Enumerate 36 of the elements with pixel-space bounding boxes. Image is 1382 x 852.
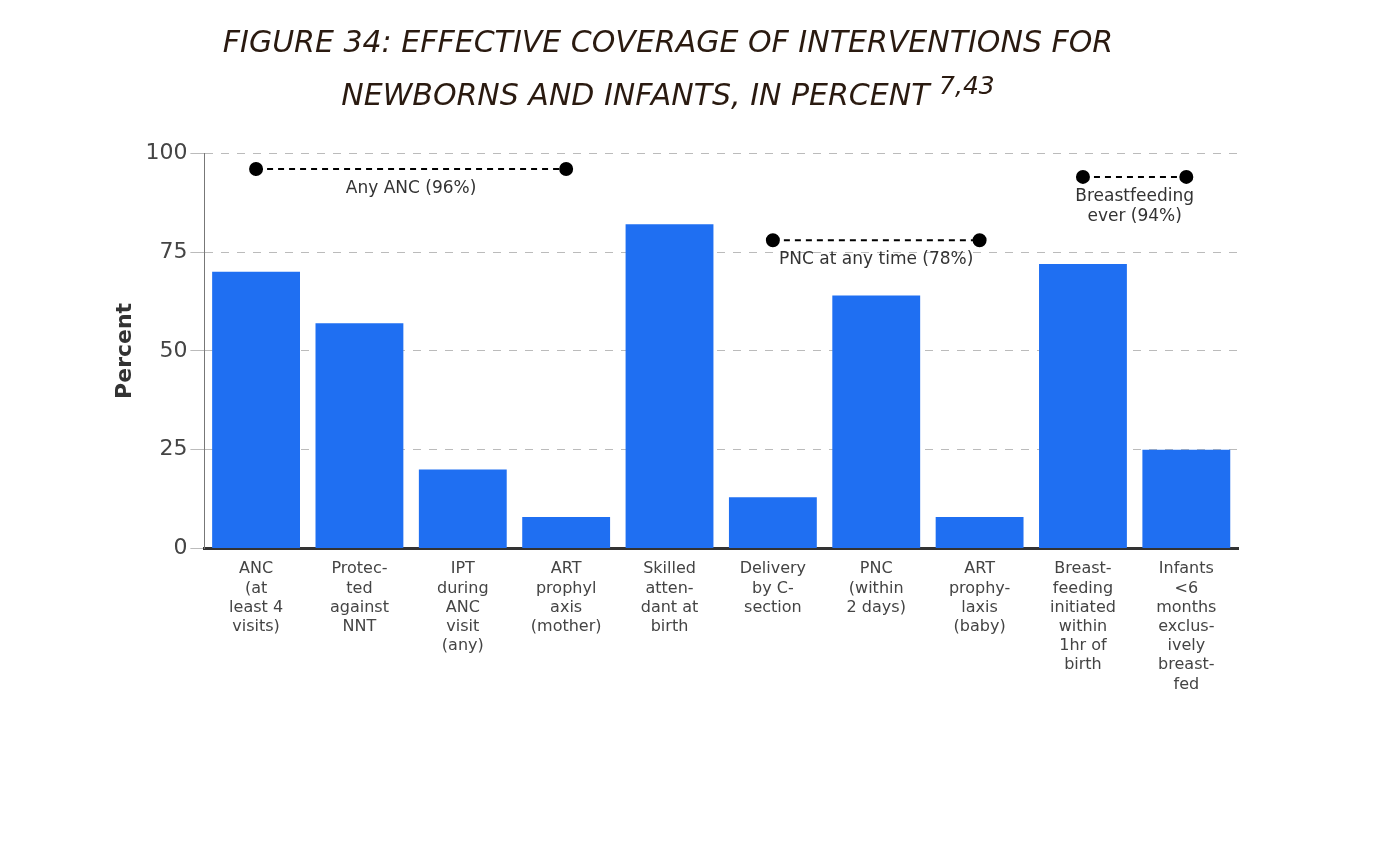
bar [522,516,611,549]
x-tick-label: Delivery by C- section [739,558,807,616]
x-tick-label: Breast- feeding initiated within 1hr of birth [1050,558,1116,674]
point [972,233,987,248]
bar [212,271,300,549]
x-tick-label: Skilled atten- dant at birth [640,558,699,635]
y-tick-label: 25 [159,435,188,461]
bar [1039,263,1127,549]
x-tick-label: Infants <6 months exclus- ively breast- fed [1156,558,1217,693]
bar [832,295,921,549]
bar [625,224,714,549]
x-tick-label: IPT during ANC visit (any) [436,558,489,655]
y-tick-label: 50 [159,336,188,362]
bar [315,323,404,549]
series-label: Breastfeeding ever (94%) [1075,184,1194,225]
series-label: PNC at any time (78%) [779,248,974,269]
point [1075,169,1090,184]
series-label: Any ANC (96%) [345,177,477,198]
x-tick-label: PNC (within 2 days) [846,558,906,616]
bar [1142,449,1231,549]
x-tick-label: ANC (at least 4 visits) [229,558,284,635]
bar [728,497,817,549]
point [765,233,780,248]
x-tick-label: Protec- ted against NNT [329,558,389,635]
x-tick-label: ART prophy- laxis (baby) [948,558,1011,635]
bar [418,469,507,549]
point [249,162,264,177]
point [1179,169,1194,184]
y-tick-label: 100 [145,138,188,164]
point [559,162,574,177]
chart-title: FIGURE 34: EFFECTIVE COVERAGE OF INTERVENTIONS FOR NEWBORNS AND INFANTS, IN PERCENT $^{7,43}$ [221,23,1115,114]
bar [935,516,1024,549]
y-tick-label: 0 [173,534,188,560]
y-tick-label: 75 [159,237,188,263]
x-tick-label: ART prophyl axis (mother) [530,558,602,635]
y-axis-title: Percent [110,302,136,399]
